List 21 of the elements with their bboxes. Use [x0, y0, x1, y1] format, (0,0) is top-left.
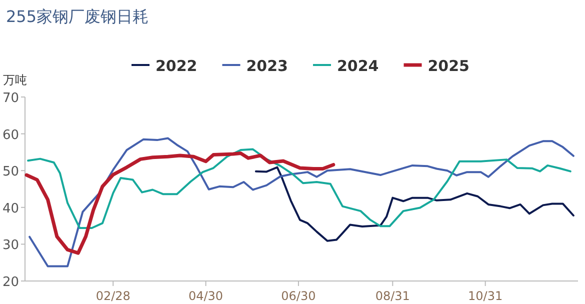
line-series — [254, 166, 574, 242]
y-tick-label: 30 — [2, 238, 19, 254]
y-tick-label: 70 — [2, 91, 19, 106]
x-tick-label: 04/30 — [188, 289, 224, 303]
x-tick-label: 08/31 — [375, 289, 410, 303]
x-tick-label: 06/30 — [281, 289, 316, 303]
line-series — [28, 137, 574, 268]
line-series — [27, 148, 572, 230]
legend-label: 2022 — [156, 57, 198, 75]
legend-label: 2025 — [428, 57, 470, 75]
legend-label: 2024 — [337, 57, 379, 75]
x-tick-label: 10/31 — [468, 289, 503, 303]
y-tick-label: 40 — [2, 201, 19, 216]
x-tick-label: 02/28 — [96, 289, 130, 303]
y-axis-title: 万吨 — [3, 73, 27, 87]
legend-label: 2023 — [246, 57, 288, 75]
y-tick-label: 60 — [2, 128, 19, 143]
chart-title: 255家钢厂废钢日耗 — [6, 7, 149, 26]
line-series — [24, 152, 336, 255]
y-tick-label: 50 — [2, 164, 19, 180]
y-tick-label: 20 — [2, 275, 19, 290]
